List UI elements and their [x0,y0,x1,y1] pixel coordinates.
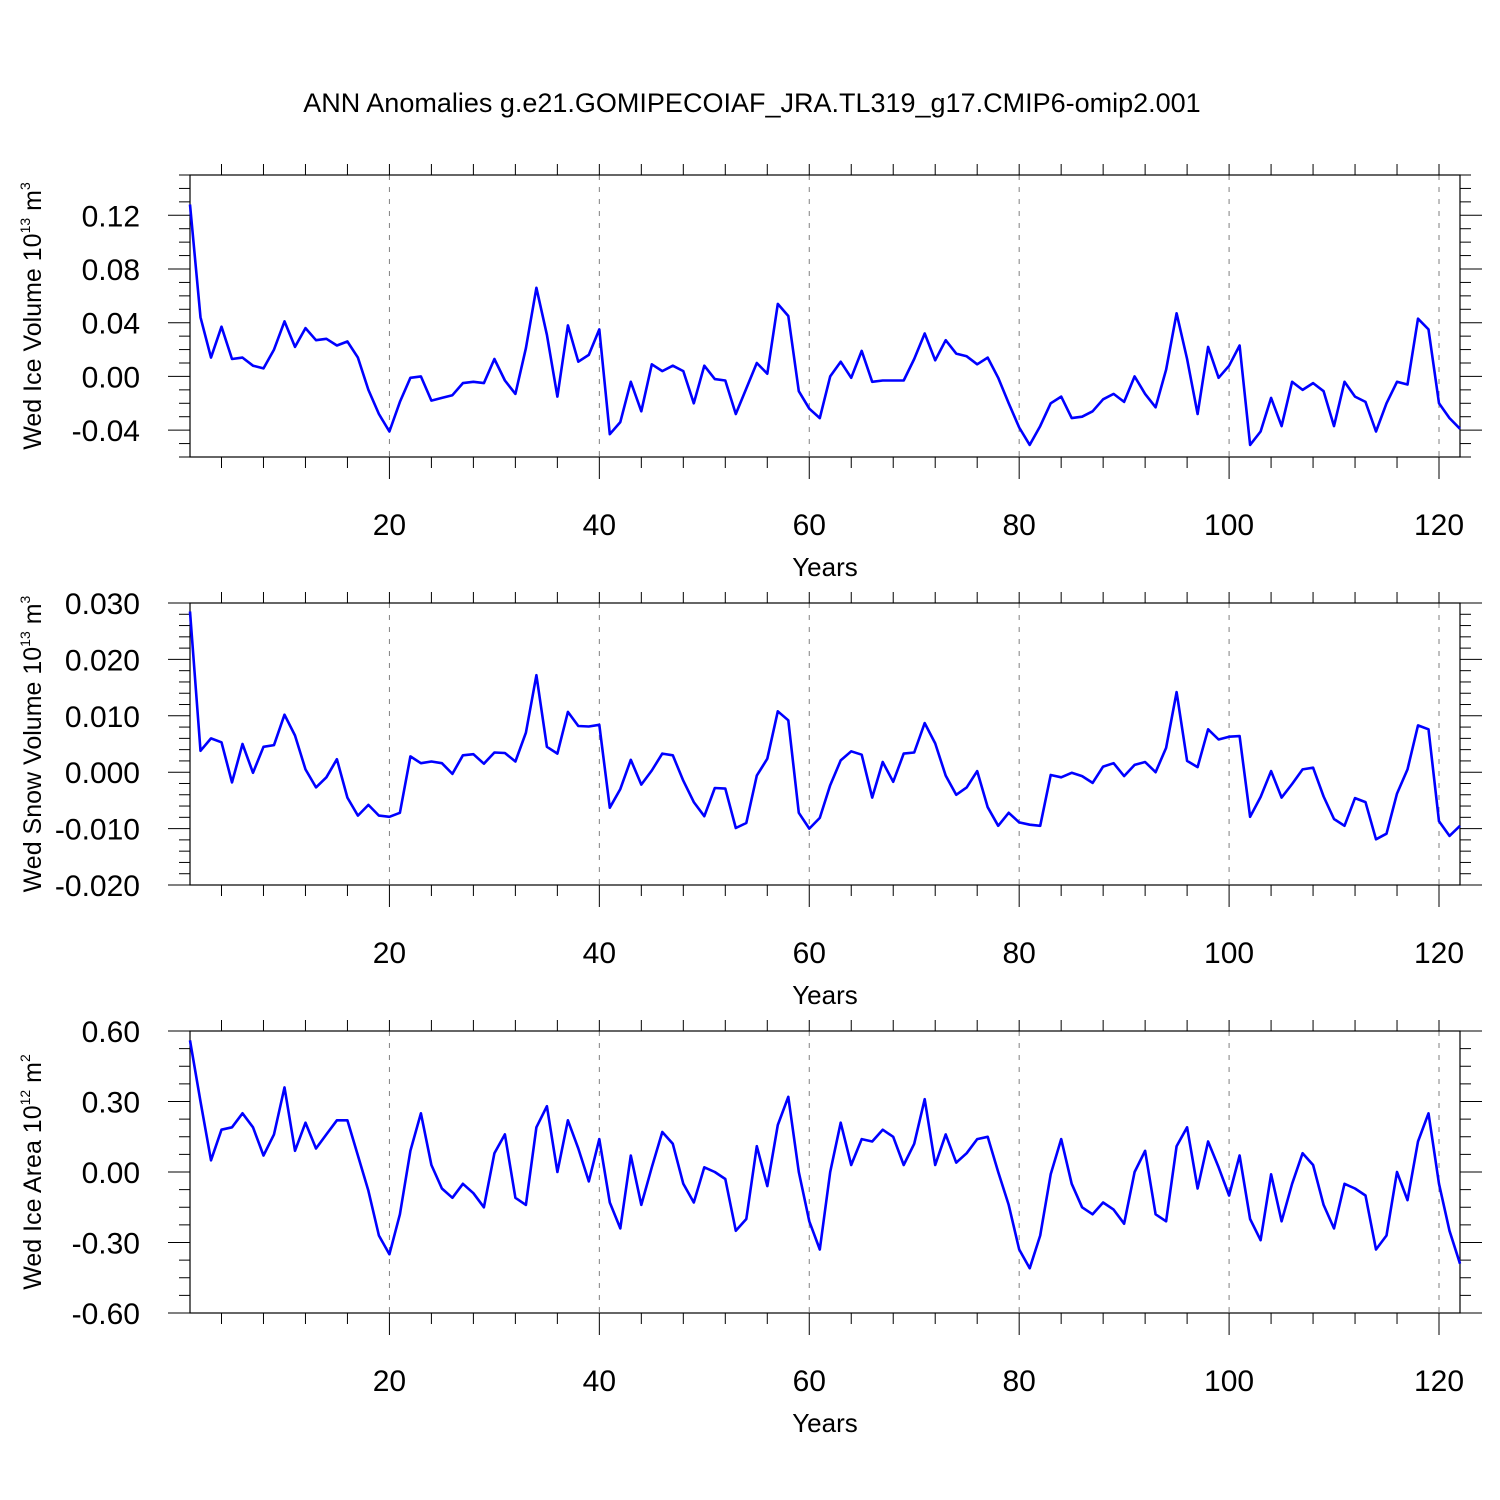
y-tick-label: 0.030 [65,588,140,621]
x-axis-label: Years [792,980,858,1010]
y-axis-label: Wed Ice Volume 1013 m3 [17,182,47,450]
x-tick-label: 100 [1204,509,1254,542]
x-tick-label: 60 [793,937,826,970]
series-line [188,611,1461,841]
y-tick-label: 0.010 [65,701,140,734]
x-tick-label: 40 [583,937,616,970]
y-tick-label: 0.00 [82,361,140,394]
x-tick-label: 80 [1002,509,1035,542]
y-tick-label: 0.000 [65,757,140,790]
series-line [188,1040,1462,1270]
x-tick-label: 20 [373,937,406,970]
plot-frame [189,602,1461,886]
y-tick-label: 0.00 [82,1157,140,1190]
figure-title: ANN Anomalies g.e21.GOMIPECOIAF_JRA.TL31… [303,88,1200,118]
y-tick-label: 0.60 [82,1016,140,1049]
series-line [188,204,1461,447]
y-tick-label: -0.010 [55,814,140,847]
chart-panel-2: 20 40 60 80 100 120 -0.020 -0.010 0.000 0.010 0.02… [17,588,1482,1010]
x-tick-label: 120 [1414,937,1464,970]
x-tick-label: 60 [793,509,826,542]
x-tick-label: 40 [583,1365,616,1398]
chart-panel-3: 20 40 60 80 100 120 -0.60 -0.30 0.00 0.30 0.60 Year… [17,1016,1482,1438]
y-axis-label: Wed Ice Area 1012 m2 [17,1054,47,1290]
chart-panel-1: 20 40 60 80 100 120 -0.04 0.00 0.04 0.08 0.12 Years… [17,164,1482,582]
y-tick-label: 0.020 [65,644,140,677]
y-tick-label: -0.60 [72,1298,140,1331]
x-tick-label: 80 [1002,1365,1035,1398]
plot-frame [189,174,1461,458]
y-tick-label: -0.020 [55,870,140,903]
y-axis-label: Wed Snow Volume 1013 m3 [17,595,47,892]
x-axis-label: Years [792,1408,858,1438]
y-tick-label: -0.30 [72,1228,140,1261]
y-tick-label: 0.12 [82,200,140,233]
x-tick-label: 40 [583,509,616,542]
x-tick-label: 20 [373,1365,406,1398]
y-tick-label: 0.04 [82,308,140,341]
x-tick-label: 100 [1204,937,1254,970]
x-tick-label: 80 [1002,937,1035,970]
x-tick-label: 20 [373,509,406,542]
x-tick-label: 60 [793,1365,826,1398]
panels: 20 40 60 80 100 120 -0.04 0.00 0.04 0.08 0.12 Years… [17,164,1482,1438]
y-tick-label: -0.04 [72,415,140,448]
x-tick-label: 120 [1414,509,1464,542]
x-axis-label: Years [792,552,858,582]
x-tick-label: 120 [1414,1365,1464,1398]
y-tick-label: 0.30 [82,1087,140,1120]
y-tick-label: 0.08 [82,254,140,287]
plot-frame [189,1030,1461,1314]
x-tick-label: 100 [1204,1365,1254,1398]
